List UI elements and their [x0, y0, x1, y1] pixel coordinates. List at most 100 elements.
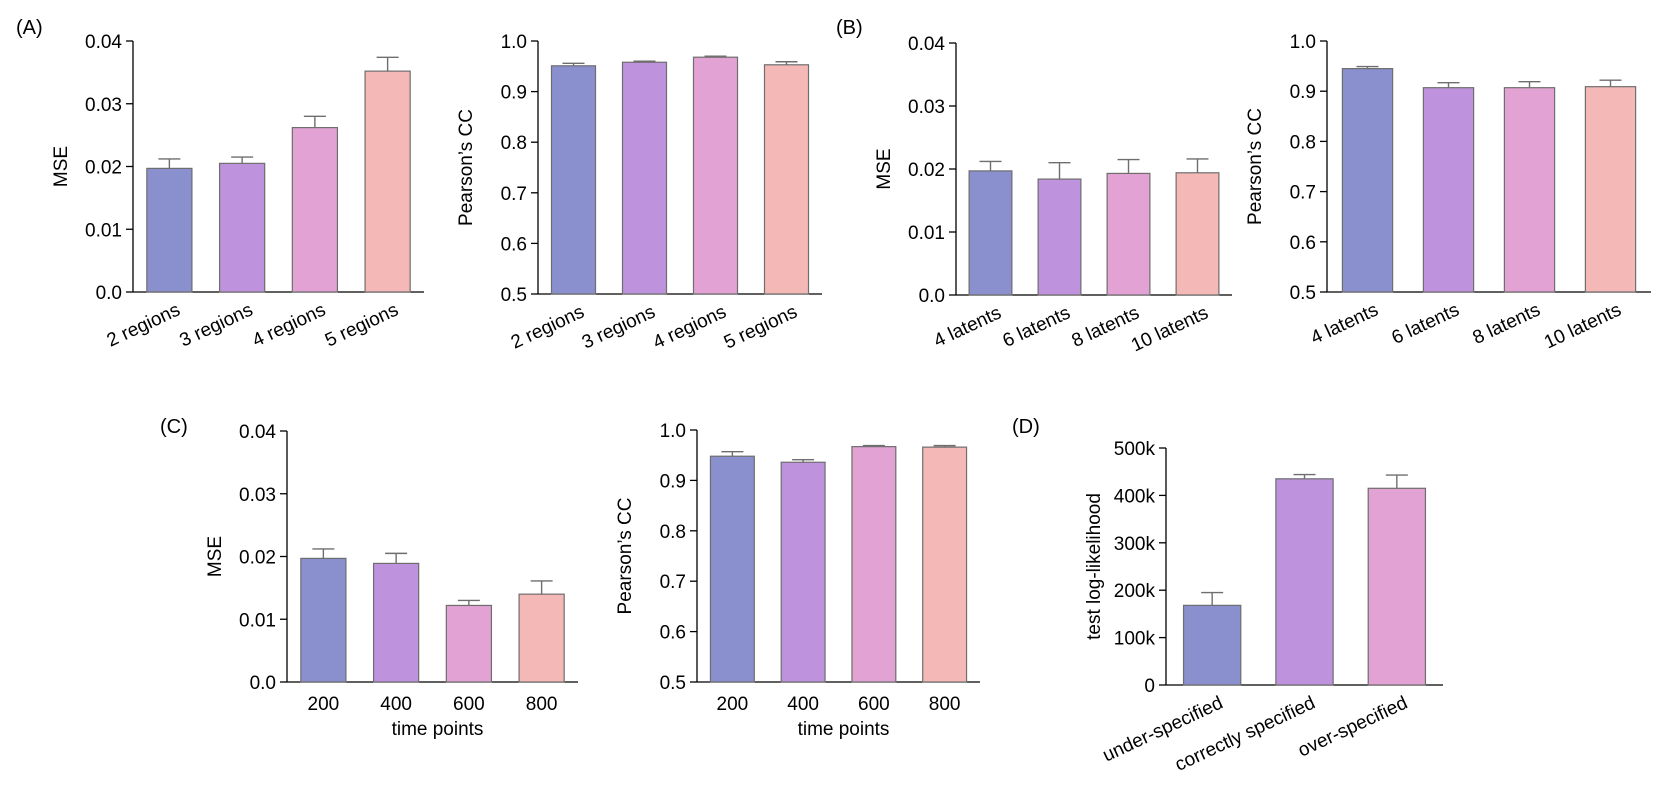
x-tick-label: 4 latents — [1308, 299, 1382, 348]
bar — [780, 461, 826, 683]
x-tick-label: 8 latents — [1470, 299, 1544, 348]
bar — [922, 446, 968, 683]
chart-C-mse: 0.0 0.01 0.02 0.03 0.04 MSE 200 400 600 800 time p… — [205, 422, 578, 740]
y-axis-title: Pearson’s CC — [1245, 108, 1266, 225]
bar — [709, 455, 755, 683]
bar — [621, 61, 668, 295]
y-axis-title: Pearson’s CC — [615, 498, 636, 615]
y-tick-label: 0.8 — [1290, 132, 1316, 153]
y-tick-label: 0.7 — [1290, 183, 1316, 204]
bar — [300, 557, 347, 683]
y-axis-title: MSE — [51, 146, 72, 187]
panel-label-d: (D) — [1012, 416, 1040, 438]
bar — [518, 593, 565, 683]
x-tick-label: 400 — [380, 694, 412, 715]
y-tick-label: 0.6 — [660, 623, 686, 644]
x-tick-label: 600 — [858, 694, 890, 715]
y-tick-label: 500k — [1114, 439, 1156, 460]
bar — [372, 562, 420, 683]
x-tick-label: 2 regions — [104, 299, 184, 351]
y-tick-label: 0.03 — [239, 485, 276, 506]
panel-label-a: (A) — [16, 17, 43, 39]
bar — [968, 170, 1013, 296]
y-tick-label: 0.6 — [501, 234, 527, 255]
y-axis-title: Pearson’s CC — [456, 109, 477, 226]
panel-label-b: (B) — [836, 17, 863, 39]
y-tick-label: 0.9 — [1290, 82, 1316, 103]
y-tick-label: 1.0 — [501, 32, 527, 53]
bar — [1175, 172, 1220, 296]
y-tick-label: 300k — [1114, 534, 1156, 555]
y-tick-label: 0.0 — [96, 283, 122, 304]
y-tick-label: 0.01 — [239, 610, 276, 631]
y-tick-label: 0 — [1144, 676, 1155, 697]
x-tick-label: 800 — [526, 694, 558, 715]
x-tick-label: 3 regions — [177, 299, 257, 351]
bar — [692, 56, 739, 295]
x-tick-label: 3 regions — [579, 301, 659, 353]
y-tick-label: 0.6 — [1290, 233, 1316, 254]
bar — [1275, 478, 1334, 686]
y-tick-label: 0.01 — [85, 220, 122, 241]
y-tick-label: 0.03 — [908, 97, 945, 118]
bar — [550, 65, 597, 295]
y-tick-label: 0.04 — [85, 32, 122, 53]
y-tick-label: 0.01 — [908, 223, 945, 244]
panel-label-c: (C) — [160, 416, 188, 438]
bar — [218, 162, 266, 293]
x-axis-title: time points — [392, 719, 484, 740]
bar — [1503, 87, 1556, 293]
x-axis-title: time points — [798, 719, 890, 740]
chart-B-cc: 0.5 0.6 0.7 0.8 0.9 1.0 Pearson’s CC 4 latents 6… — [1245, 32, 1651, 353]
bar — [1341, 68, 1394, 293]
bar — [146, 167, 193, 293]
y-tick-label: 0.0 — [250, 673, 276, 694]
bar — [763, 64, 810, 295]
bar — [1182, 604, 1242, 686]
bar — [851, 446, 897, 683]
y-tick-label: 100k — [1114, 629, 1156, 650]
y-axis-title: MSE — [205, 536, 226, 577]
x-tick-label: 6 latents — [1389, 299, 1463, 348]
x-tick-label: 10 latents — [1541, 299, 1625, 353]
y-tick-label: 0.02 — [908, 160, 945, 181]
bar — [445, 604, 493, 683]
y-tick-label: 0.5 — [660, 673, 686, 694]
chart-C-cc: 0.5 0.6 0.7 0.8 0.9 1.0 Pearson’s CC 200 400 600 8… — [615, 421, 980, 740]
y-tick-label: 0.04 — [908, 34, 945, 55]
x-tick-label: 6 latents — [1000, 302, 1074, 351]
y-tick-label: 0.8 — [501, 133, 527, 154]
y-axis-title: test log-likelihood — [1084, 493, 1105, 640]
bar — [291, 126, 339, 293]
y-tick-label: 0.5 — [501, 285, 527, 306]
x-tick-label: 4 latents — [931, 302, 1005, 351]
bar — [1106, 172, 1151, 296]
x-tick-label: 2 regions — [508, 301, 588, 353]
bar — [1367, 487, 1427, 686]
x-tick-label: 200 — [717, 694, 749, 715]
y-tick-label: 0.04 — [239, 422, 276, 443]
x-tick-label: 4 regions — [249, 299, 329, 351]
x-tick-label: 200 — [308, 694, 340, 715]
bar — [364, 70, 411, 293]
chart-D-ll: 0 100k 200k 300k 400k 500k test log-likelihood… — [1084, 439, 1443, 776]
y-tick-label: 200k — [1114, 581, 1156, 602]
x-tick-label: 800 — [929, 694, 961, 715]
x-tick-label: 5 regions — [721, 301, 801, 353]
y-tick-label: 0.0 — [919, 286, 945, 307]
y-tick-label: 0.5 — [1290, 283, 1316, 304]
y-tick-label: 0.02 — [85, 158, 122, 179]
y-tick-label: 0.02 — [239, 548, 276, 569]
y-tick-label: 0.03 — [85, 95, 122, 116]
y-tick-label: 1.0 — [660, 421, 686, 442]
y-tick-label: 0.7 — [660, 572, 686, 593]
y-tick-label: 0.8 — [660, 522, 686, 543]
y-axis-title: MSE — [874, 148, 895, 189]
x-tick-label: 600 — [453, 694, 485, 715]
y-tick-label: 1.0 — [1290, 32, 1316, 53]
bar — [1422, 87, 1475, 293]
y-tick-label: 0.9 — [660, 471, 686, 492]
